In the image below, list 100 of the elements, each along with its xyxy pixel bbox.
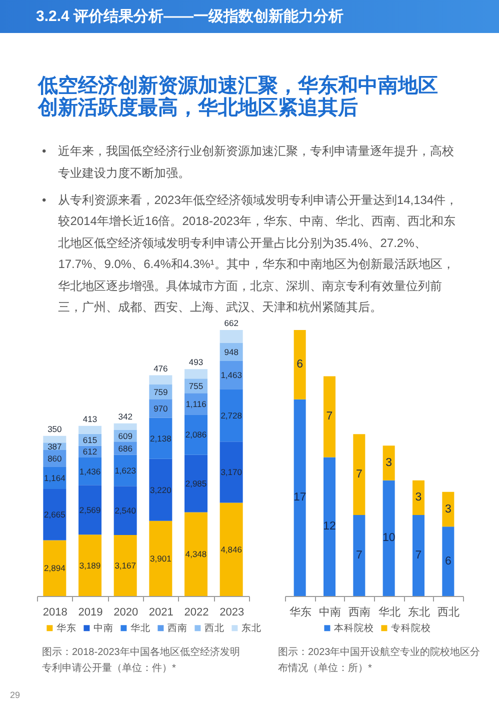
text: 低空经济创新资源加速汇聚，华东和中南地区创新活跃度最高，华北地区紧追其后 bbox=[38, 75, 439, 119]
data-label: 2,728 bbox=[220, 410, 242, 420]
data-label: 3,220 bbox=[150, 484, 172, 495]
bar bbox=[114, 486, 137, 536]
bar bbox=[184, 369, 208, 379]
text: • 近年来，我国低空经济行业创新资源加速汇聚，专利申请量逐年提升，高校专业建设力度不断加强。 bbox=[42, 143, 456, 182]
data-label: 350 bbox=[48, 424, 62, 434]
legend-label: 中南 bbox=[93, 622, 114, 634]
data-label: 662 bbox=[224, 318, 239, 328]
x-tick-label: 2021 bbox=[148, 606, 174, 618]
bar bbox=[114, 423, 137, 430]
bar bbox=[149, 458, 172, 521]
text: • 从专利资源来看，2023年低空经济领域发明专利申请公开量达到14,134件，较2014年增长近16倍。2018-2023年，华东、中南、华北、西南、西北和东北地区低空经济领域发明专利申请公开量占比分别为35.4%、27.2%、17.7%、9.0%、6.4%和4.3%¹。其中，华东和中南地区为创新最活跃地区，华北地区逐步增强。具体城市方面，北京、深圳、南京专利有效量位列前三，广州、成都、西安、上海、武汉、天津和杭州紧随其后。 bbox=[42, 192, 459, 316]
data-label: 970 bbox=[154, 403, 168, 414]
data-label: 1,164 bbox=[44, 472, 66, 483]
data-label: 7 bbox=[326, 410, 333, 423]
data-label: 2,138 bbox=[150, 433, 172, 444]
bar bbox=[324, 457, 336, 596]
legend-label: 西南 bbox=[167, 622, 188, 634]
data-label: 10 bbox=[382, 532, 396, 544]
legend-label: 东北 bbox=[241, 622, 262, 634]
bar bbox=[184, 414, 208, 455]
x-tick-label: 2023 bbox=[220, 606, 244, 618]
text: 3.2.4 评价结果分析——一级指数创新能力分析 bbox=[36, 7, 344, 26]
bar bbox=[382, 480, 395, 596]
data-label: 860 bbox=[48, 453, 62, 464]
bar bbox=[78, 426, 102, 434]
data-label: 7 bbox=[356, 468, 362, 481]
bar bbox=[43, 488, 66, 540]
x-tick-label: 2022 bbox=[184, 606, 209, 618]
data-label: 1,463 bbox=[220, 370, 242, 380]
data-label: 609 bbox=[118, 430, 133, 441]
bar bbox=[220, 389, 243, 442]
bar bbox=[43, 540, 66, 596]
bar bbox=[382, 446, 395, 480]
data-label: 948 bbox=[224, 346, 239, 357]
data-label: 755 bbox=[188, 380, 204, 391]
x-tick-label: 东北 bbox=[408, 606, 430, 618]
data-label: 3,189 bbox=[79, 560, 101, 570]
data-label: 6 bbox=[444, 555, 452, 568]
bar bbox=[353, 434, 366, 516]
legend-label: 西北 bbox=[204, 622, 224, 634]
text: 29 bbox=[10, 690, 20, 700]
x-tick-label: 华北 bbox=[378, 606, 400, 618]
bar bbox=[114, 454, 137, 486]
data-label: 2,894 bbox=[44, 563, 66, 574]
data-label: 612 bbox=[82, 446, 98, 457]
data-label: 1,436 bbox=[79, 466, 101, 476]
data-label: 387 bbox=[48, 441, 62, 452]
bar bbox=[184, 454, 208, 512]
data-label: 476 bbox=[154, 363, 168, 374]
data-label: 1,623 bbox=[114, 466, 136, 476]
bar bbox=[220, 442, 243, 503]
data-label: 2,569 bbox=[79, 504, 101, 515]
x-tick-label: 2020 bbox=[114, 606, 138, 618]
data-label: 2,665 bbox=[44, 510, 66, 520]
data-label: 3,170 bbox=[220, 467, 242, 478]
legend-label: 本科院校 bbox=[334, 622, 374, 634]
x-tick-label: 2018 bbox=[42, 606, 68, 618]
bar bbox=[149, 375, 172, 384]
bar bbox=[78, 485, 102, 535]
data-label: 7 bbox=[415, 550, 422, 562]
data-label: 17 bbox=[293, 492, 306, 504]
data-label: 3,901 bbox=[150, 553, 172, 564]
data-label: 1,116 bbox=[186, 398, 207, 409]
data-label: 6 bbox=[296, 358, 304, 371]
bar bbox=[442, 526, 454, 596]
data-label: 4,846 bbox=[220, 544, 242, 554]
bar bbox=[114, 535, 137, 596]
bar bbox=[149, 520, 172, 596]
data-label: 2,540 bbox=[114, 506, 136, 516]
bar bbox=[78, 534, 102, 596]
data-label: 2,985 bbox=[185, 478, 207, 489]
bar bbox=[294, 330, 306, 400]
bar bbox=[184, 512, 208, 596]
x-tick-label: 西北 bbox=[438, 606, 460, 618]
bar bbox=[353, 515, 366, 596]
x-tick-label: 华东 bbox=[289, 606, 312, 618]
data-label: 7 bbox=[356, 550, 362, 562]
data-label: 4,348 bbox=[185, 549, 207, 560]
bar bbox=[412, 480, 424, 516]
bar bbox=[43, 436, 66, 443]
data-label: 3 bbox=[444, 503, 452, 516]
data-label: 342 bbox=[118, 411, 133, 422]
data-label: 12 bbox=[323, 520, 336, 533]
bar bbox=[294, 399, 306, 596]
bar bbox=[324, 376, 336, 458]
data-label: 615 bbox=[82, 434, 98, 445]
data-label: 686 bbox=[118, 443, 133, 454]
data-label: 3,167 bbox=[114, 560, 136, 571]
legend-label: 专科院校 bbox=[390, 622, 431, 634]
x-tick-label: 西南 bbox=[348, 606, 371, 618]
bar bbox=[149, 418, 172, 459]
x-tick-label: 中南 bbox=[319, 606, 341, 618]
data-label: 759 bbox=[154, 386, 168, 397]
data-label: 493 bbox=[188, 357, 204, 368]
x-tick-label: 2019 bbox=[78, 606, 103, 618]
legend-label: 华东 bbox=[56, 622, 76, 634]
bar bbox=[442, 492, 454, 527]
data-label: 2,086 bbox=[185, 430, 207, 440]
